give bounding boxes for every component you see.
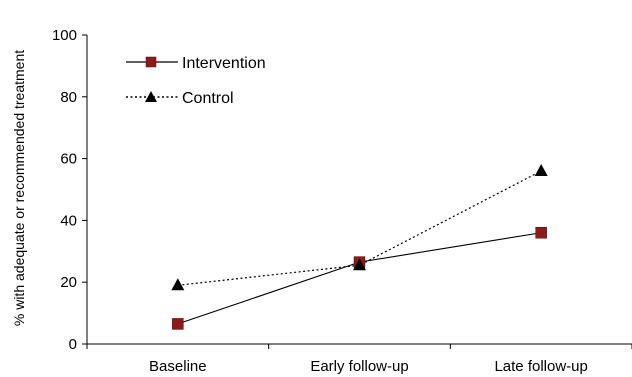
series-line-intervention	[177, 232, 542, 325]
legend-marker-control	[145, 91, 157, 102]
data-point-intervention	[172, 318, 184, 330]
legend-item-intervention: Intervention	[126, 55, 266, 72]
legend-marker-intervention	[145, 56, 157, 68]
legend-label-control: Control	[182, 90, 234, 107]
y-tick-label: 60	[60, 151, 77, 168]
y-tick-label: 80	[60, 89, 77, 106]
legend-item-control: Control	[126, 90, 234, 107]
x-tick-label: Baseline	[149, 358, 207, 375]
axes	[86, 35, 632, 345]
data-point-control	[534, 163, 548, 176]
y-tick-label: 40	[60, 212, 77, 229]
data-point-intervention	[535, 227, 547, 239]
y-tick-label: 0	[69, 336, 77, 353]
series-layer	[171, 163, 548, 330]
y-tick-label: 100	[52, 27, 77, 44]
x-tick-label: Early follow-up	[310, 358, 408, 375]
x-tick-label: Late follow-up	[494, 358, 587, 375]
data-point-control	[353, 258, 366, 271]
y-axis-title: % with adequate or recommended treatment	[11, 50, 27, 326]
ticks: 0 20 40 60 80 100 Baseline Early follow-up Late …	[52, 27, 632, 375]
y-tick-label: 20	[60, 274, 77, 291]
legend-label-intervention: Intervention	[182, 55, 266, 72]
data-point-control	[171, 278, 185, 291]
legend: Intervention Control	[126, 55, 266, 107]
